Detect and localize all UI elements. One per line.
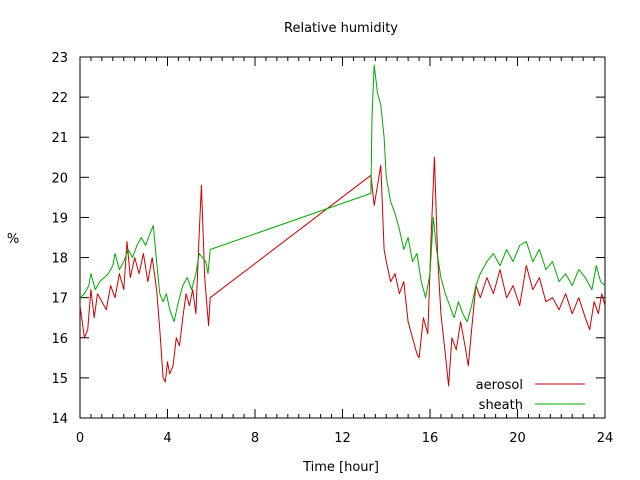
chart-title: Relative humidity — [284, 21, 398, 36]
series-line-aerosol — [79, 156, 606, 387]
plot-frame — [79, 56, 606, 419]
x-tick-label: 16 — [422, 431, 439, 446]
legend-label-sheath: sheath — [479, 398, 523, 413]
y-axis-label: % — [7, 232, 19, 247]
y-tick-label: 18 — [51, 252, 68, 267]
y-tick-label: 19 — [51, 211, 68, 226]
y-tick-label: 17 — [51, 292, 68, 307]
x-tick-label: 20 — [509, 431, 526, 446]
series-line-sheath — [79, 64, 606, 323]
x-tick-label: 24 — [597, 431, 614, 446]
series-layer — [79, 64, 606, 387]
x-tick-label: 4 — [163, 431, 171, 446]
x-axis-label: Time [hour] — [302, 460, 379, 475]
y-tick-label: 14 — [51, 412, 68, 427]
y-tick-label: 16 — [51, 332, 68, 347]
legend-label-aerosol: aerosol — [476, 378, 523, 393]
y-tick-label: 15 — [51, 372, 68, 387]
legend: aerosol sheath — [476, 378, 585, 413]
y-tick-label: 22 — [51, 91, 68, 106]
y-tick-label: 20 — [51, 171, 68, 186]
y-tick-label: 23 — [51, 51, 68, 66]
x-tick-label: 12 — [334, 431, 351, 446]
y-tick-label: 21 — [51, 131, 68, 146]
x-tick-label: 0 — [76, 431, 84, 446]
x-tick-label: 8 — [251, 431, 259, 446]
axis-ticks: 0 4 8 12 16 20 24 14 15 16 17 18 19 20 21 22 23 — [51, 51, 613, 446]
